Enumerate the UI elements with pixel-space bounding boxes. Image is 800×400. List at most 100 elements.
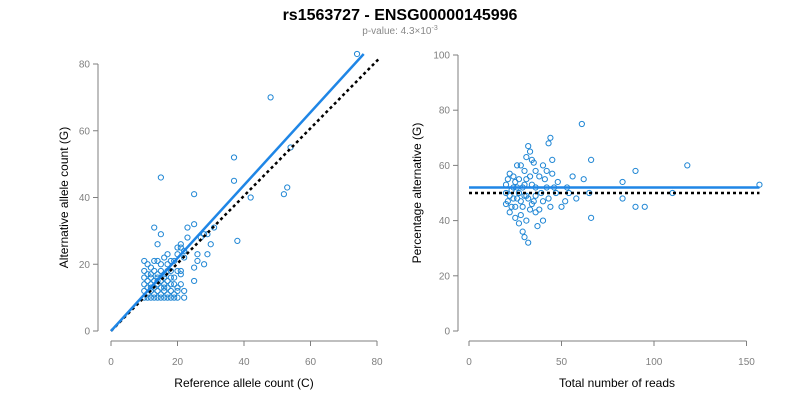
data-point bbox=[573, 195, 580, 202]
data-point bbox=[526, 173, 534, 180]
data-point bbox=[541, 176, 548, 183]
data-point bbox=[144, 271, 151, 278]
data-point bbox=[154, 257, 161, 265]
data-point bbox=[580, 176, 587, 183]
data-point bbox=[523, 217, 530, 224]
data-point bbox=[547, 203, 554, 210]
data-point bbox=[191, 221, 198, 228]
data-point bbox=[154, 241, 161, 248]
data-point bbox=[147, 271, 154, 278]
data-point bbox=[284, 184, 291, 191]
subtitle-exponent: -3 bbox=[432, 25, 438, 32]
data-point bbox=[141, 257, 148, 265]
data-point bbox=[161, 284, 168, 291]
data-point bbox=[523, 154, 530, 161]
data-point bbox=[191, 277, 198, 285]
data-point bbox=[506, 170, 513, 177]
data-point bbox=[549, 156, 556, 163]
y-tick-label: 80 bbox=[439, 106, 451, 117]
x-axis-label: Total number of reads bbox=[559, 376, 675, 390]
data-point bbox=[619, 178, 626, 186]
data-point bbox=[280, 191, 287, 198]
y-tick-label: 100 bbox=[433, 51, 450, 62]
x-tick-label: 60 bbox=[305, 357, 317, 368]
data-point bbox=[157, 231, 164, 238]
x-tick-label: 0 bbox=[466, 357, 472, 368]
data-point bbox=[144, 294, 151, 301]
data-point bbox=[174, 244, 181, 251]
data-point bbox=[164, 291, 171, 298]
data-point bbox=[562, 198, 569, 205]
data-point bbox=[539, 198, 547, 205]
data-point bbox=[191, 191, 198, 198]
data-point bbox=[536, 206, 543, 213]
data-point bbox=[154, 294, 161, 301]
reference-line bbox=[110, 56, 382, 332]
data-point bbox=[578, 120, 585, 128]
y-tick-label: 60 bbox=[439, 161, 451, 172]
data-point bbox=[167, 267, 174, 275]
subtitle-prefix: p-value: bbox=[362, 26, 400, 37]
x-tick-label: 20 bbox=[172, 357, 184, 368]
data-point bbox=[204, 251, 211, 258]
data-point bbox=[517, 162, 524, 169]
data-point bbox=[181, 294, 188, 301]
data-point bbox=[184, 234, 191, 241]
data-point bbox=[141, 281, 148, 288]
data-point bbox=[506, 209, 513, 216]
x-axis-label: Reference allele count (C) bbox=[174, 376, 313, 390]
data-point bbox=[151, 224, 158, 231]
data-point bbox=[151, 291, 158, 298]
data-point bbox=[161, 274, 168, 281]
data-point bbox=[157, 261, 164, 268]
data-point bbox=[230, 154, 238, 161]
chart-subtitle: p-value: 4.3×10-3 bbox=[362, 25, 438, 37]
data-point bbox=[525, 239, 532, 246]
data-point bbox=[147, 294, 154, 301]
data-point bbox=[191, 264, 198, 271]
data-point bbox=[569, 173, 576, 180]
data-point bbox=[171, 291, 178, 298]
data-point bbox=[151, 267, 158, 275]
data-point bbox=[526, 148, 534, 155]
data-point bbox=[539, 217, 547, 224]
y-tick-label: 0 bbox=[444, 327, 450, 338]
data-point bbox=[171, 274, 178, 281]
data-point bbox=[549, 170, 556, 177]
data-point bbox=[157, 291, 164, 298]
data-point bbox=[534, 223, 541, 230]
left-scatter-panel: 0 20 40 60 80 0 20 40 60 80 Reference allele count… bbox=[57, 50, 383, 390]
y-tick-label: 20 bbox=[439, 271, 451, 282]
data-point bbox=[157, 267, 164, 275]
data-point bbox=[181, 247, 188, 254]
subtitle-times: × bbox=[415, 26, 421, 37]
data-point bbox=[157, 284, 164, 291]
data-point bbox=[545, 140, 552, 147]
data-point bbox=[164, 261, 171, 268]
subtitle-base: 10 bbox=[420, 26, 432, 37]
data-point bbox=[515, 189, 523, 197]
data-point bbox=[167, 294, 174, 301]
data-point bbox=[154, 271, 161, 278]
data-point bbox=[177, 241, 184, 248]
x-tick-label: 50 bbox=[556, 357, 568, 368]
chart-title: rs1563727 - ENSG00000145996 bbox=[283, 7, 518, 24]
data-point bbox=[230, 177, 238, 184]
data-point bbox=[619, 195, 626, 202]
data-point bbox=[517, 198, 524, 205]
data-point bbox=[141, 267, 148, 275]
data-point bbox=[174, 294, 181, 301]
data-point bbox=[519, 203, 526, 210]
data-point bbox=[164, 284, 171, 291]
data-point bbox=[632, 203, 639, 210]
x-tick-label: 80 bbox=[371, 357, 383, 368]
data-point bbox=[247, 194, 254, 201]
data-point bbox=[530, 159, 537, 166]
x-tick-label: 100 bbox=[646, 357, 663, 368]
data-point bbox=[151, 257, 158, 265]
data-point bbox=[504, 176, 511, 183]
data-point bbox=[528, 200, 536, 208]
data-point bbox=[515, 220, 523, 227]
data-point bbox=[161, 254, 168, 261]
